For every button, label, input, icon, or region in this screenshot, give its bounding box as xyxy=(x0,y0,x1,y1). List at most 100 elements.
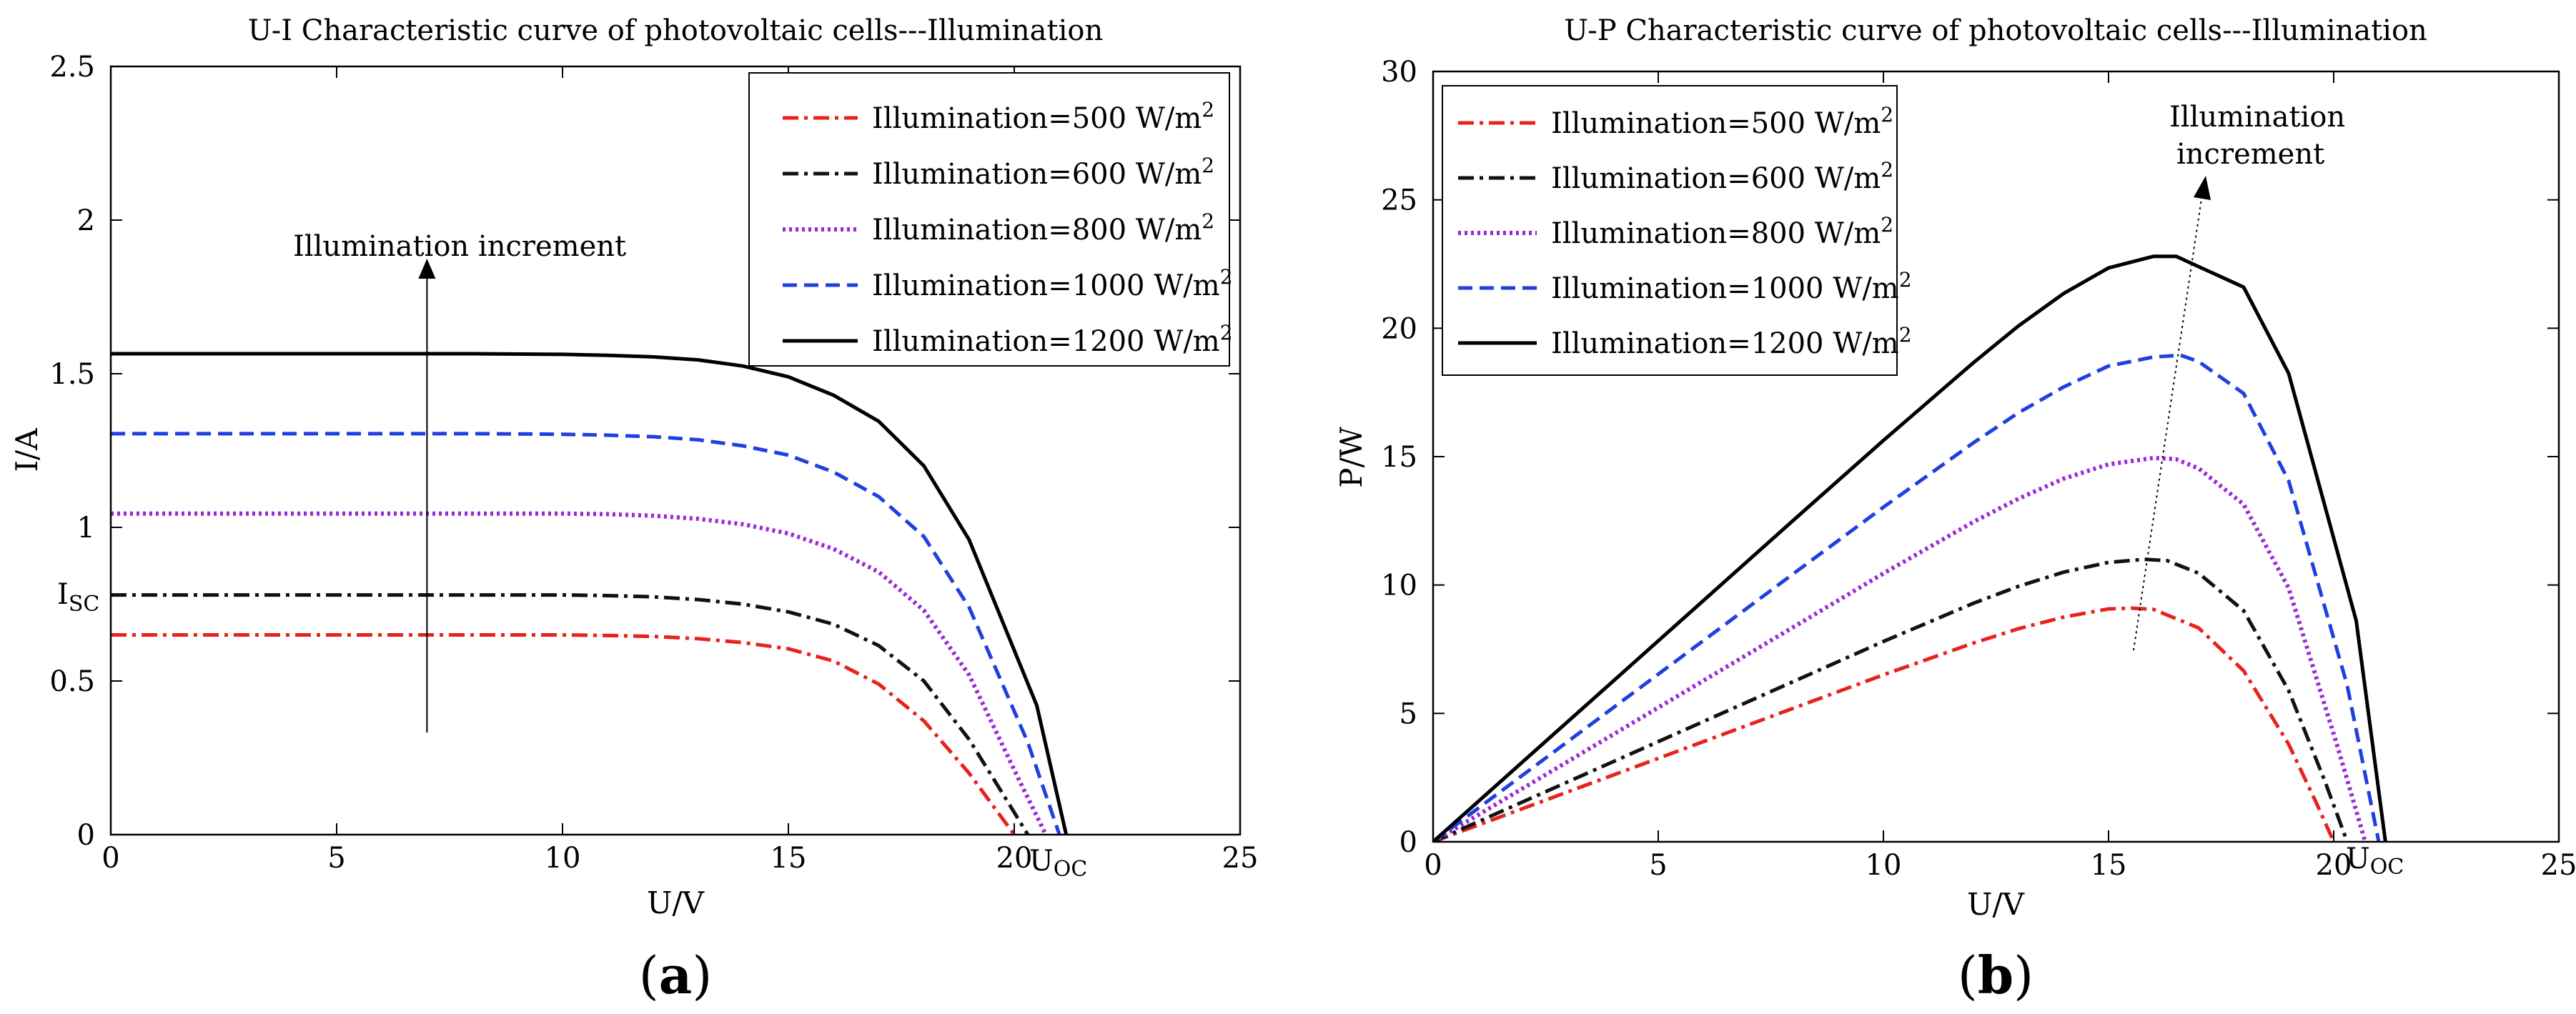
legend-label-text: Illumination=800 W/m xyxy=(872,214,1202,247)
legend-label-text: Illumination=500 W/m xyxy=(872,102,1202,135)
legend-label-5: Illumination=1200 W/m2 xyxy=(872,321,1233,358)
legend-label-sup: 2 xyxy=(1220,265,1233,289)
legend-label-2: Illumination=600 W/m2 xyxy=(872,154,1214,191)
x-tick-label: 0 xyxy=(101,842,119,875)
panel-letter: a xyxy=(659,945,693,1005)
x-axis-label: U/V xyxy=(647,885,705,920)
y-tick-label: 5 xyxy=(1400,697,1417,730)
x-tick-label: 15 xyxy=(771,842,807,875)
legend-label-3: Illumination=800 W/m2 xyxy=(1551,213,1893,250)
series-line-3 xyxy=(111,511,1048,835)
x-tick-label: 25 xyxy=(1222,842,1259,875)
increment-label: Illumination increment xyxy=(293,230,626,263)
legend-label-1: Illumination=500 W/m2 xyxy=(872,98,1214,135)
uoc-sub: OC xyxy=(1054,857,1088,882)
panel-paren-close: ) xyxy=(692,945,712,1005)
y-tick-label: 0.5 xyxy=(49,665,95,698)
x-axis-label: U/V xyxy=(1967,887,2025,922)
legend-label-text: Illumination=1000 W/m xyxy=(1551,272,1899,305)
y-axis-label: I/A xyxy=(9,428,44,472)
uoc-label: UOC xyxy=(2346,842,2404,880)
legend-label-text: Illumination=600 W/m xyxy=(1551,162,1881,195)
chart-panel-b: U-P Characteristic curve of photovoltaic… xyxy=(1334,14,2576,1005)
series-group xyxy=(111,352,1069,835)
uoc-main: U xyxy=(1029,845,1054,878)
chart-title: U-P Characteristic curve of photovoltaic… xyxy=(1564,14,2427,47)
x-tick-label: 20 xyxy=(2316,849,2352,882)
chart-panel-a: U-I Characteristic curve of photovoltaic… xyxy=(9,14,1258,1005)
legend-label-4: Illumination=1000 W/m2 xyxy=(872,265,1233,302)
legend-label-2: Illumination=600 W/m2 xyxy=(1551,158,1893,195)
legend-label-sup: 2 xyxy=(1202,209,1214,233)
panel-paren-close: ) xyxy=(2013,945,2033,1005)
legend-label-5: Illumination=1200 W/m2 xyxy=(1551,323,1912,360)
panel-letter: b xyxy=(1978,945,2013,1005)
series-line-2 xyxy=(1433,557,2349,842)
legend-label-text: Illumination=800 W/m xyxy=(1551,217,1881,250)
legend-label-sup: 2 xyxy=(1881,213,1893,237)
y-tick-label: 25 xyxy=(1381,184,1417,217)
y-tick-label: 20 xyxy=(1381,312,1417,345)
increment-arrow-head xyxy=(418,259,436,279)
y-tick-label: 1.5 xyxy=(49,358,95,391)
chart-title: U-I Characteristic curve of photovoltaic… xyxy=(248,14,1104,47)
legend-label-1: Illumination=500 W/m2 xyxy=(1551,103,1893,140)
legend-label-text: Illumination=1200 W/m xyxy=(1551,327,1899,360)
legend-box xyxy=(748,72,1230,367)
y-tick-label: 10 xyxy=(1381,570,1417,602)
legend-label-sup: 2 xyxy=(1202,98,1214,121)
legend-label-3: Illumination=800 W/m2 xyxy=(872,209,1214,247)
panel-paren-open: ( xyxy=(1958,945,1978,1005)
series-line-3 xyxy=(1433,455,2367,842)
series-group xyxy=(1433,254,2387,842)
isc-main: I xyxy=(57,578,69,611)
legend-box xyxy=(1442,85,1898,376)
x-tick-label: 10 xyxy=(545,842,581,875)
legend-label-text: Illumination=500 W/m xyxy=(1551,107,1881,140)
legend-label-4: Illumination=1000 W/m2 xyxy=(1551,268,1912,305)
legend-label-sup: 2 xyxy=(1202,154,1214,177)
legend-label-sup: 2 xyxy=(1899,268,1912,292)
legend-label-sup: 2 xyxy=(1220,321,1233,344)
x-tick-label: 0 xyxy=(1424,849,1442,882)
uoc-main: U xyxy=(2346,842,2370,875)
y-tick-label: 2.5 xyxy=(49,51,95,84)
x-tick-label: 10 xyxy=(1866,849,1902,882)
x-tick-label: 5 xyxy=(327,842,345,875)
x-tick-label: 20 xyxy=(996,842,1033,875)
legend-label-sup: 2 xyxy=(1899,323,1912,347)
annotations: Illumination increment ISC UOC xyxy=(57,230,1087,882)
panel-label: (b) xyxy=(1958,945,2034,1005)
isc-label: ISC xyxy=(57,578,99,617)
increment-arrow-shaft xyxy=(2133,194,2203,651)
series-line-2 xyxy=(111,593,1030,835)
increment-label-line2: increment xyxy=(2176,138,2324,171)
y-tick-label: 30 xyxy=(1381,56,1417,89)
isc-sub: SC xyxy=(69,592,100,617)
series-line-1 xyxy=(111,633,1016,835)
panel-paren-open: ( xyxy=(639,945,659,1005)
series-line-1 xyxy=(1433,606,2336,842)
increment-arrow-head xyxy=(2194,176,2211,200)
y-tick-label: 2 xyxy=(77,204,95,237)
increment-label-line1: Illumination xyxy=(2169,101,2345,134)
series-line-5 xyxy=(1433,254,2387,842)
legend-label-text: Illumination=600 W/m xyxy=(872,158,1202,191)
y-axis-label: P/W xyxy=(1334,426,1369,487)
legend-label-text: Illumination=1200 W/m xyxy=(872,325,1220,358)
legend-label-text: Illumination=1000 W/m xyxy=(872,269,1220,302)
y-tick-label: 0 xyxy=(1400,826,1417,859)
y-tick-label: 0 xyxy=(77,819,95,852)
annotations: Illumination increment UOC xyxy=(2133,101,2404,880)
legend-label-sup: 2 xyxy=(1881,103,1893,126)
x-tick-label: 5 xyxy=(1649,849,1667,882)
y-tick-label: 15 xyxy=(1381,441,1417,474)
series-line-5 xyxy=(111,352,1069,835)
panel-label: (a) xyxy=(639,945,713,1005)
x-tick-label: 15 xyxy=(2091,849,2127,882)
uoc-sub: OC xyxy=(2370,855,2404,880)
uoc-label: UOC xyxy=(1029,845,1087,882)
series-line-4 xyxy=(1433,353,2381,842)
